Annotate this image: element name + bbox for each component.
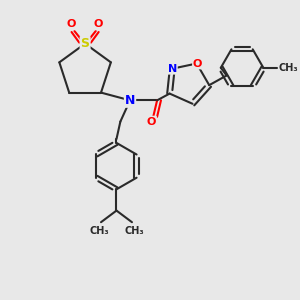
Text: O: O: [193, 58, 202, 68]
Text: S: S: [81, 37, 90, 50]
Text: CH₃: CH₃: [89, 226, 109, 236]
Text: O: O: [94, 19, 103, 29]
Text: N: N: [168, 64, 177, 74]
Text: N: N: [125, 94, 135, 107]
Text: CH₃: CH₃: [279, 63, 298, 73]
Text: O: O: [147, 117, 156, 127]
Text: CH₃: CH₃: [124, 226, 144, 236]
Text: O: O: [67, 19, 76, 29]
